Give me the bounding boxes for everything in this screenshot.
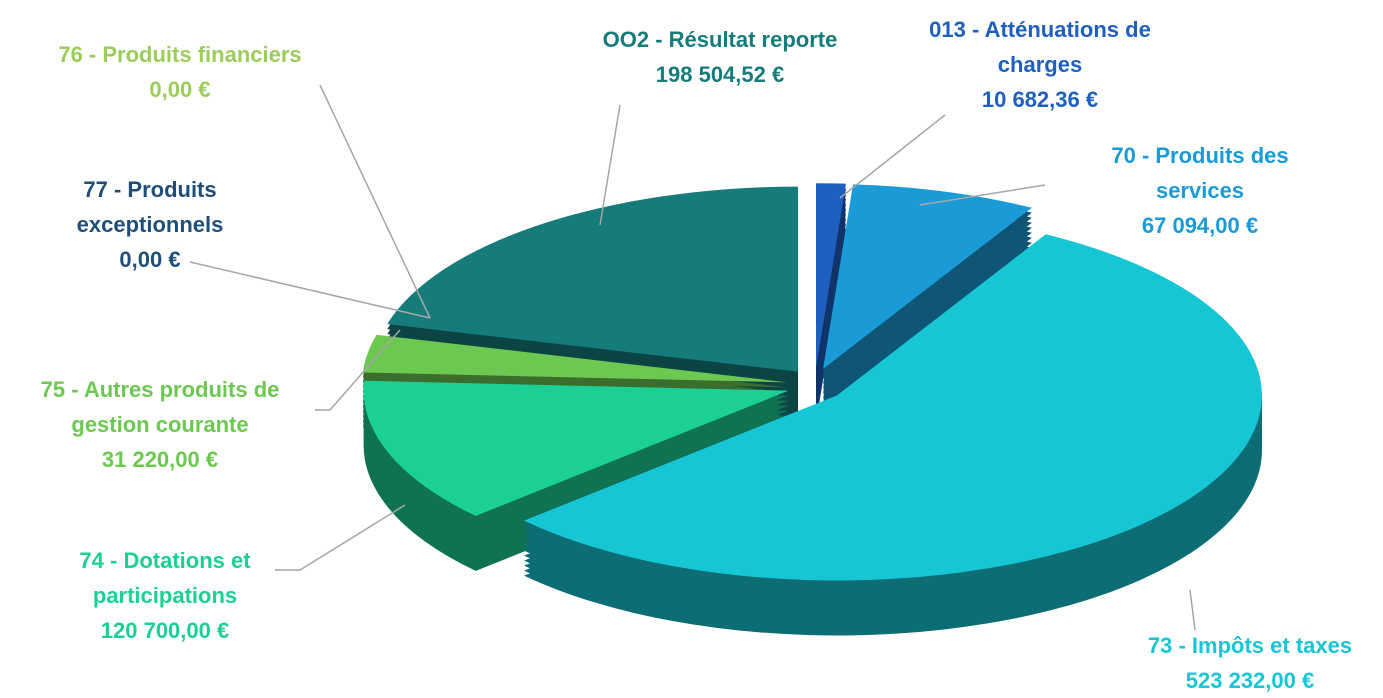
leader-line	[319, 84, 431, 319]
value-label: 523 232,00 €	[1185, 668, 1315, 693]
slice	[362, 334, 788, 383]
value-label: 31 220,00 €	[101, 447, 219, 472]
leader-line	[275, 504, 406, 571]
leader-line	[189, 261, 431, 319]
data-label: 76 - Produits financiers 0,00 €	[20, 37, 340, 107]
category-name: 77 - Produits exceptionnels	[76, 177, 224, 237]
slice	[823, 184, 1032, 369]
value-label: 0,00 €	[119, 247, 181, 272]
data-label: 77 - Produits exceptionnels 0,00 €	[40, 172, 260, 277]
category-name: OO2 - Résultat reporte	[602, 27, 838, 52]
data-label: 013 - Atténuations de charges 10 682,36 €	[915, 12, 1165, 117]
leader-line	[315, 329, 401, 411]
category-name: 73 - Impôts et taxes	[1147, 633, 1353, 658]
leader-line	[599, 104, 621, 226]
leader-line	[1189, 589, 1196, 631]
value-label: 10 682,36 €	[981, 87, 1099, 112]
slice	[815, 183, 846, 369]
value-label: 67 094,00 €	[1141, 213, 1259, 238]
leader-line	[839, 114, 946, 199]
data-label: 74 - Dotations et participations 120 700,…	[35, 543, 295, 648]
slice	[387, 186, 798, 372]
data-label: OO2 - Résultat reporte 198 504,52 €	[560, 22, 880, 92]
value-label: 198 504,52 €	[655, 62, 785, 87]
category-name: 74 - Dotations et participations	[79, 548, 251, 608]
slice	[363, 380, 789, 516]
leader-line	[919, 184, 1046, 206]
category-name: 75 - Autres produits de gestion courante	[40, 377, 280, 437]
data-label: 70 - Produits des services 67 094,00 €	[1075, 138, 1325, 243]
category-name: 013 - Atténuations de charges	[929, 17, 1151, 77]
slice	[524, 234, 1262, 581]
value-label: 120 700,00 €	[100, 618, 230, 643]
category-name: 70 - Produits des services	[1111, 143, 1289, 203]
data-label: 73 - Impôts et taxes 523 232,00 €	[1100, 628, 1383, 698]
category-name: 76 - Produits financiers	[58, 42, 302, 67]
value-label: 0,00 €	[149, 77, 211, 102]
data-label: 75 - Autres produits de gestion courante…	[0, 372, 320, 477]
